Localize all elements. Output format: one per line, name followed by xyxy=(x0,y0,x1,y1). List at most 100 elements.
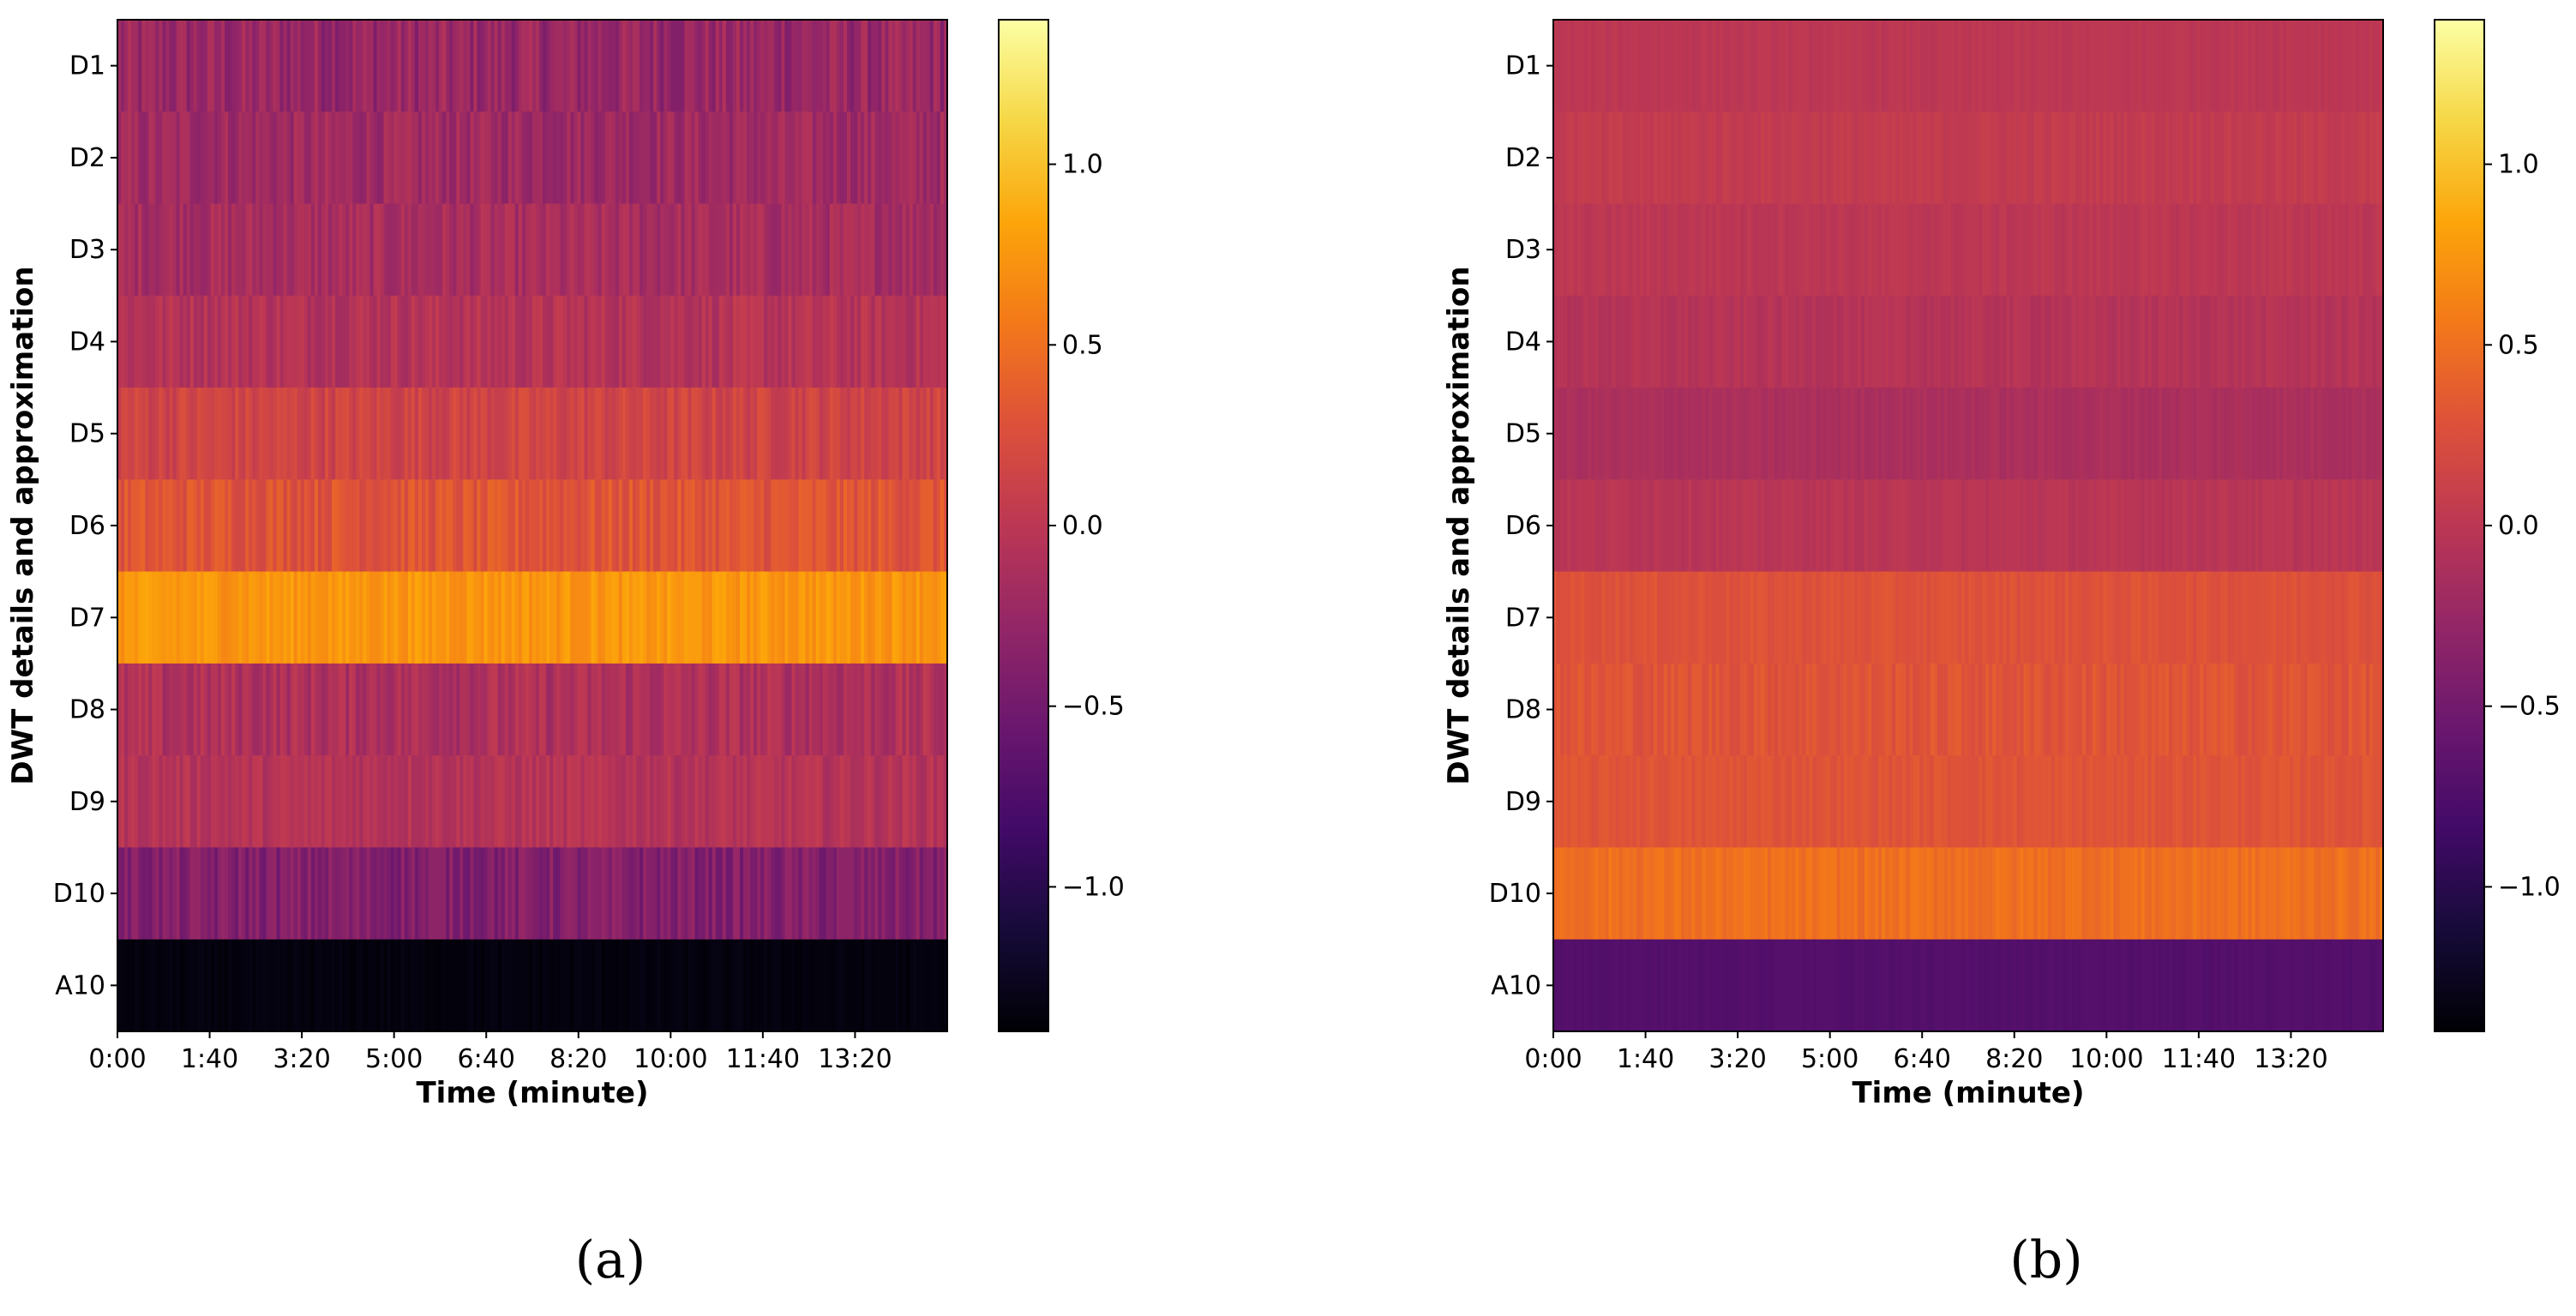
heatmap-cell xyxy=(1857,663,1862,756)
heatmap-cell xyxy=(847,847,851,940)
heatmap-cell xyxy=(660,663,664,756)
heatmap-cell xyxy=(286,20,291,112)
heatmap-cell xyxy=(310,111,315,205)
heatmap-cell xyxy=(435,939,440,1032)
heatmap-cell xyxy=(1833,663,1838,756)
heatmap-cell xyxy=(1972,203,1976,297)
heatmap-cell xyxy=(643,20,647,112)
heatmap-cell xyxy=(1629,203,1634,297)
heatmap-cell xyxy=(1567,20,1571,112)
heatmap-cell xyxy=(2324,663,2329,756)
heatmap-cell xyxy=(1674,663,1678,756)
heatmap-cell xyxy=(2334,663,2339,756)
heatmap-cell xyxy=(1885,663,1889,756)
heatmap-cell xyxy=(815,20,820,112)
heatmap-cell xyxy=(332,388,336,480)
heatmap-cell xyxy=(145,20,149,112)
heatmap-cell xyxy=(1629,755,1634,849)
heatmap-cell xyxy=(2244,388,2249,480)
heatmap-cell xyxy=(2220,479,2225,573)
heatmap-cell xyxy=(225,939,229,1032)
heatmap-cell xyxy=(615,847,620,940)
heatmap-cell xyxy=(681,295,686,388)
heatmap-cell xyxy=(943,111,948,205)
heatmap-cell xyxy=(2303,663,2308,756)
heatmap-cell xyxy=(587,571,592,664)
heatmap-cell xyxy=(2355,663,2360,756)
heatmap-cell xyxy=(1878,111,1882,205)
heatmap-cell xyxy=(722,20,727,112)
heatmap-cell xyxy=(1888,663,1893,756)
heatmap-cell xyxy=(539,20,543,112)
heatmap-cell xyxy=(1992,20,1997,112)
heatmap-cell xyxy=(909,295,914,388)
heatmap-cell xyxy=(252,479,256,573)
heatmap-cell xyxy=(570,388,574,480)
heatmap-cell xyxy=(850,388,855,480)
heatmap-cell xyxy=(563,755,567,849)
heatmap-cell xyxy=(784,111,790,205)
heatmap-cell xyxy=(664,295,668,388)
heatmap-cell xyxy=(736,388,741,480)
heatmap-cell xyxy=(1608,755,1613,849)
heatmap-cell xyxy=(698,203,703,297)
heatmap-cell xyxy=(936,847,941,940)
heatmap-cell xyxy=(2331,479,2336,573)
heatmap-cell xyxy=(2165,755,2170,849)
heatmap-cell xyxy=(446,755,450,849)
heatmap-cell xyxy=(632,388,637,480)
heatmap-cell xyxy=(916,388,921,480)
heatmap-cell xyxy=(1642,111,1648,205)
heatmap-cell xyxy=(283,755,288,849)
heatmap-cell xyxy=(1768,203,1772,297)
heatmap-cell xyxy=(1695,388,1699,480)
heatmap-cell xyxy=(2369,388,2374,480)
heatmap-cell xyxy=(1916,388,1921,480)
heatmap-cell xyxy=(446,571,450,664)
heatmap-cell xyxy=(504,388,509,480)
heatmap-cell xyxy=(1642,203,1648,297)
heatmap-cell xyxy=(518,755,523,849)
heatmap-cell xyxy=(1829,755,1834,849)
heatmap-cell xyxy=(2241,663,2246,756)
heatmap-cell xyxy=(117,847,122,940)
heatmap-cell xyxy=(653,571,658,664)
heatmap-cell xyxy=(2365,295,2370,388)
heatmap-cell xyxy=(892,203,897,297)
heatmap-cell xyxy=(429,847,433,940)
heatmap-cell xyxy=(718,20,724,112)
heatmap-cell xyxy=(2231,571,2236,664)
heatmap-cell xyxy=(2234,111,2239,205)
heatmap-cell xyxy=(2054,571,2059,664)
heatmap-cell xyxy=(1940,20,1945,112)
heatmap-cell xyxy=(874,388,879,480)
heatmap-cell xyxy=(477,663,482,756)
heatmap-cell xyxy=(774,939,778,1032)
heatmap-cell xyxy=(1688,479,1692,573)
heatmap-cell xyxy=(2040,663,2045,756)
heatmap-cell xyxy=(432,203,436,297)
heatmap-cell xyxy=(791,755,796,849)
heatmap-cell xyxy=(2196,479,2201,573)
heatmap-cell xyxy=(2051,571,2056,664)
heatmap-cell xyxy=(546,571,550,664)
heatmap-cell xyxy=(2061,479,2066,573)
heatmap-cell xyxy=(1712,20,1717,112)
heatmap-cell xyxy=(1875,571,1879,664)
heatmap-cell xyxy=(1750,203,1755,297)
heatmap-cell xyxy=(507,111,513,205)
heatmap-cell xyxy=(2089,663,2093,756)
heatmap-cell xyxy=(808,295,814,388)
heatmap-cell xyxy=(176,571,181,664)
heatmap-cell xyxy=(857,663,862,756)
heatmap-cell xyxy=(1750,111,1755,205)
heatmap-cell xyxy=(356,295,360,388)
heatmap-cell xyxy=(2154,388,2159,480)
heatmap-cell xyxy=(366,847,371,940)
heatmap-cell xyxy=(1601,388,1606,480)
heatmap-cell xyxy=(2275,20,2280,112)
heatmap-cell xyxy=(2013,571,2018,664)
heatmap-cell xyxy=(1888,847,1893,940)
heatmap-cell xyxy=(2117,203,2122,297)
heatmap-cell xyxy=(670,295,675,388)
